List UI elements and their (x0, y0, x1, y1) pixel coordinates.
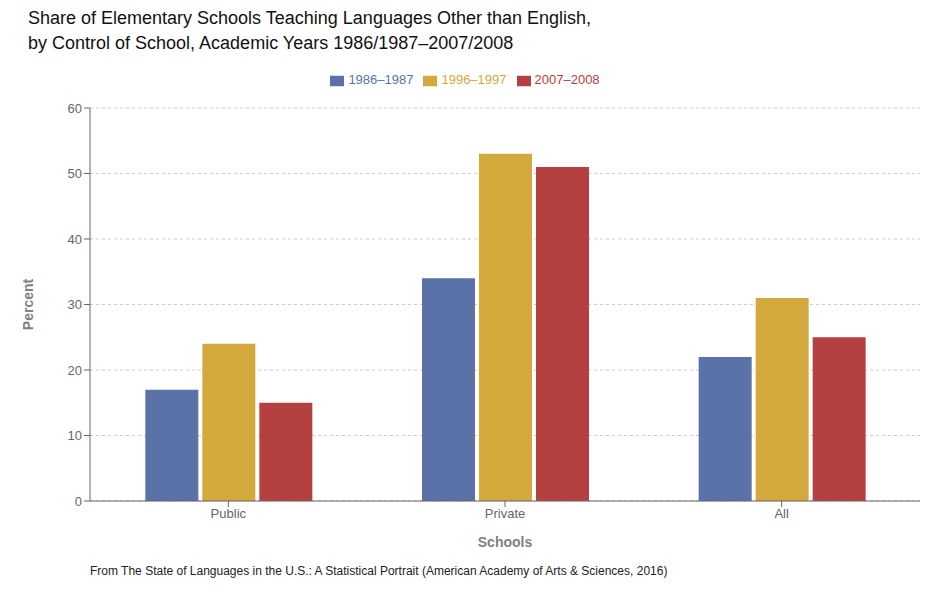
html-text:by Control of School, Academic: by Control of School, Academic Years 198… (28, 33, 514, 53)
svg-text:All: All (774, 506, 789, 521)
svg-text:60: 60 (68, 101, 82, 116)
html-text:1986–1987: 1986–1987 (348, 72, 414, 87)
svg-text:Public: Public (211, 506, 247, 521)
svg-text:0: 0 (75, 494, 82, 509)
svg-text:Percent: Percent (20, 278, 36, 330)
svg-text:30: 30 (68, 297, 82, 312)
html-text:From The State of Languages in: From The State of Languages in the U.S.:… (90, 564, 668, 578)
html-text:Share of Elementary Schools Te: Share of Elementary Schools Teaching Lan… (28, 8, 591, 28)
svg-text:50: 50 (68, 166, 82, 181)
html-text:2007–2008: 2007–2008 (534, 72, 600, 87)
svg-text:10: 10 (68, 428, 82, 443)
html-text:1996–1997: 1996–1997 (441, 72, 507, 87)
svg-text:Private: Private (485, 506, 525, 521)
svg-text:Schools: Schools (478, 534, 533, 550)
svg-text:40: 40 (68, 232, 82, 247)
svg-text:20: 20 (68, 363, 82, 378)
